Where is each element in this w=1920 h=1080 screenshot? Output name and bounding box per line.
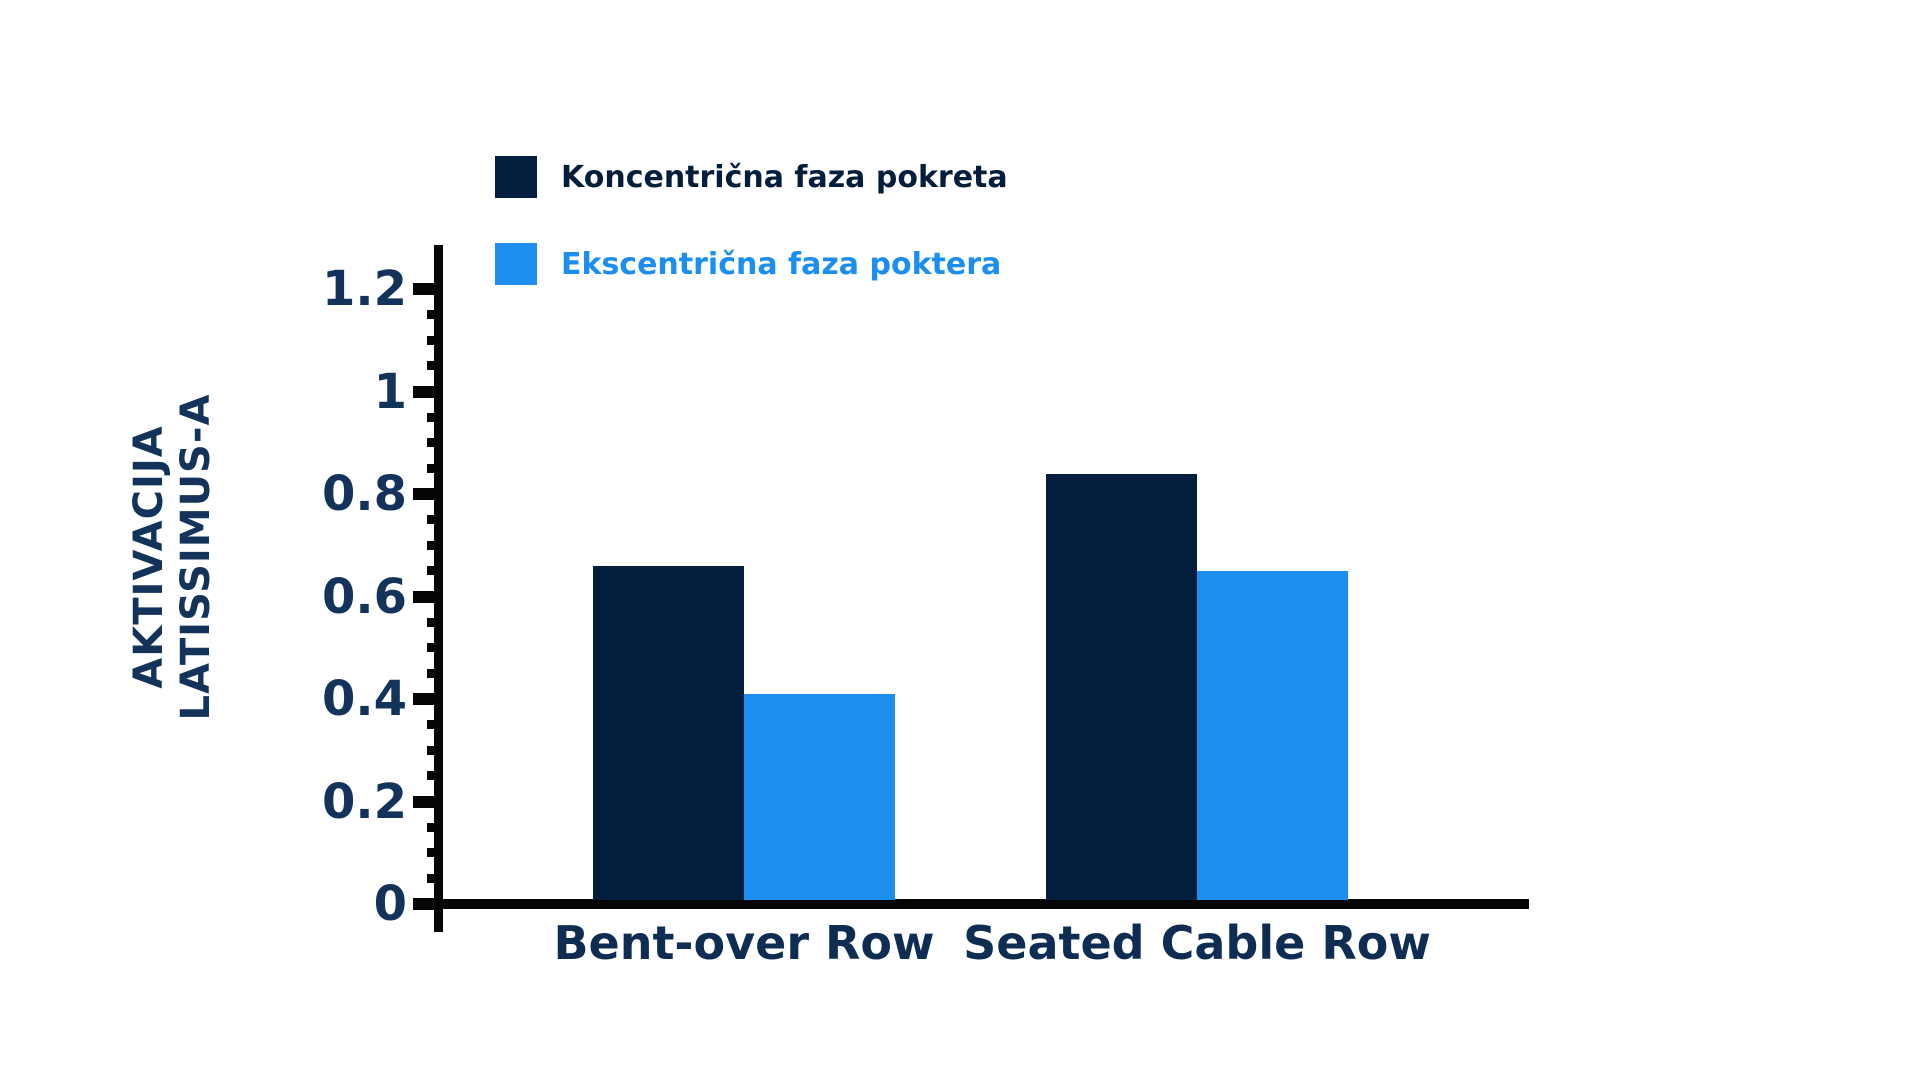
y-axis-tick-label: 0.8 — [321, 466, 407, 522]
y-axis-minor-tick — [427, 540, 443, 550]
y-axis-tick-label: 0 — [373, 876, 407, 932]
y-axis-tick-label: 1.2 — [321, 261, 407, 317]
y-axis-line — [434, 245, 443, 932]
x-axis-line — [433, 899, 1529, 909]
y-axis-title: AKTIVACIJA LATISSIMUS-A — [126, 394, 220, 721]
y-axis-title-line-1: AKTIVACIJA — [126, 425, 172, 689]
legend-label-eccentric: Ekscentrična faza poktera — [561, 246, 1002, 282]
y-axis-minor-tick — [427, 412, 443, 422]
y-axis-tick-label: 0.2 — [321, 773, 407, 830]
legend-swatch-eccentric — [495, 243, 537, 285]
y-axis-minor-tick — [427, 873, 443, 883]
y-axis-minor-tick — [427, 361, 443, 371]
y-axis-minor-tick — [427, 617, 443, 627]
bar-eccentric-2 — [1197, 570, 1348, 900]
bar-eccentric-1 — [744, 693, 895, 900]
bar-concentric-2 — [1046, 473, 1197, 900]
y-axis-minor-tick — [427, 335, 443, 345]
y-axis-tick-label: 0.4 — [321, 671, 407, 727]
y-axis-major-tick — [413, 385, 443, 398]
y-axis-major-tick — [413, 898, 443, 910]
legend-item-concentric: Koncentrična faza pokreta — [495, 156, 1008, 198]
y-axis-tick-label: 0.6 — [321, 568, 407, 625]
y-axis-minor-tick — [427, 822, 443, 832]
y-axis-major-tick — [413, 488, 443, 500]
y-axis-major-tick — [413, 795, 443, 808]
category-label-1: Bent-over Row — [553, 916, 935, 970]
y-axis-minor-tick — [427, 848, 443, 858]
y-axis-minor-tick — [427, 463, 443, 473]
y-axis-minor-tick — [427, 566, 443, 576]
y-axis-minor-tick — [427, 310, 443, 320]
category-label-2: Seated Cable Row — [963, 916, 1431, 970]
y-axis-minor-tick — [427, 720, 443, 730]
y-axis-major-tick — [413, 590, 443, 603]
y-axis-minor-tick — [427, 771, 443, 781]
y-axis-title-line-2: LATISSIMUS-A — [173, 393, 219, 721]
legend-item-eccentric: Ekscentrična faza poktera — [495, 243, 1001, 285]
y-axis-minor-tick — [427, 643, 443, 653]
y-axis-minor-tick — [427, 438, 443, 448]
legend-swatch-concentric — [495, 156, 537, 198]
y-axis-minor-tick — [427, 745, 443, 755]
y-axis-major-tick — [413, 693, 443, 705]
y-axis-minor-tick — [427, 668, 443, 678]
y-axis-minor-tick — [427, 515, 443, 525]
legend-label-concentric: Koncentrična faza pokreta — [561, 159, 1008, 195]
bar-concentric-1 — [593, 565, 744, 900]
y-axis-major-tick — [413, 283, 443, 295]
y-axis-tick-label: 1 — [373, 363, 407, 420]
